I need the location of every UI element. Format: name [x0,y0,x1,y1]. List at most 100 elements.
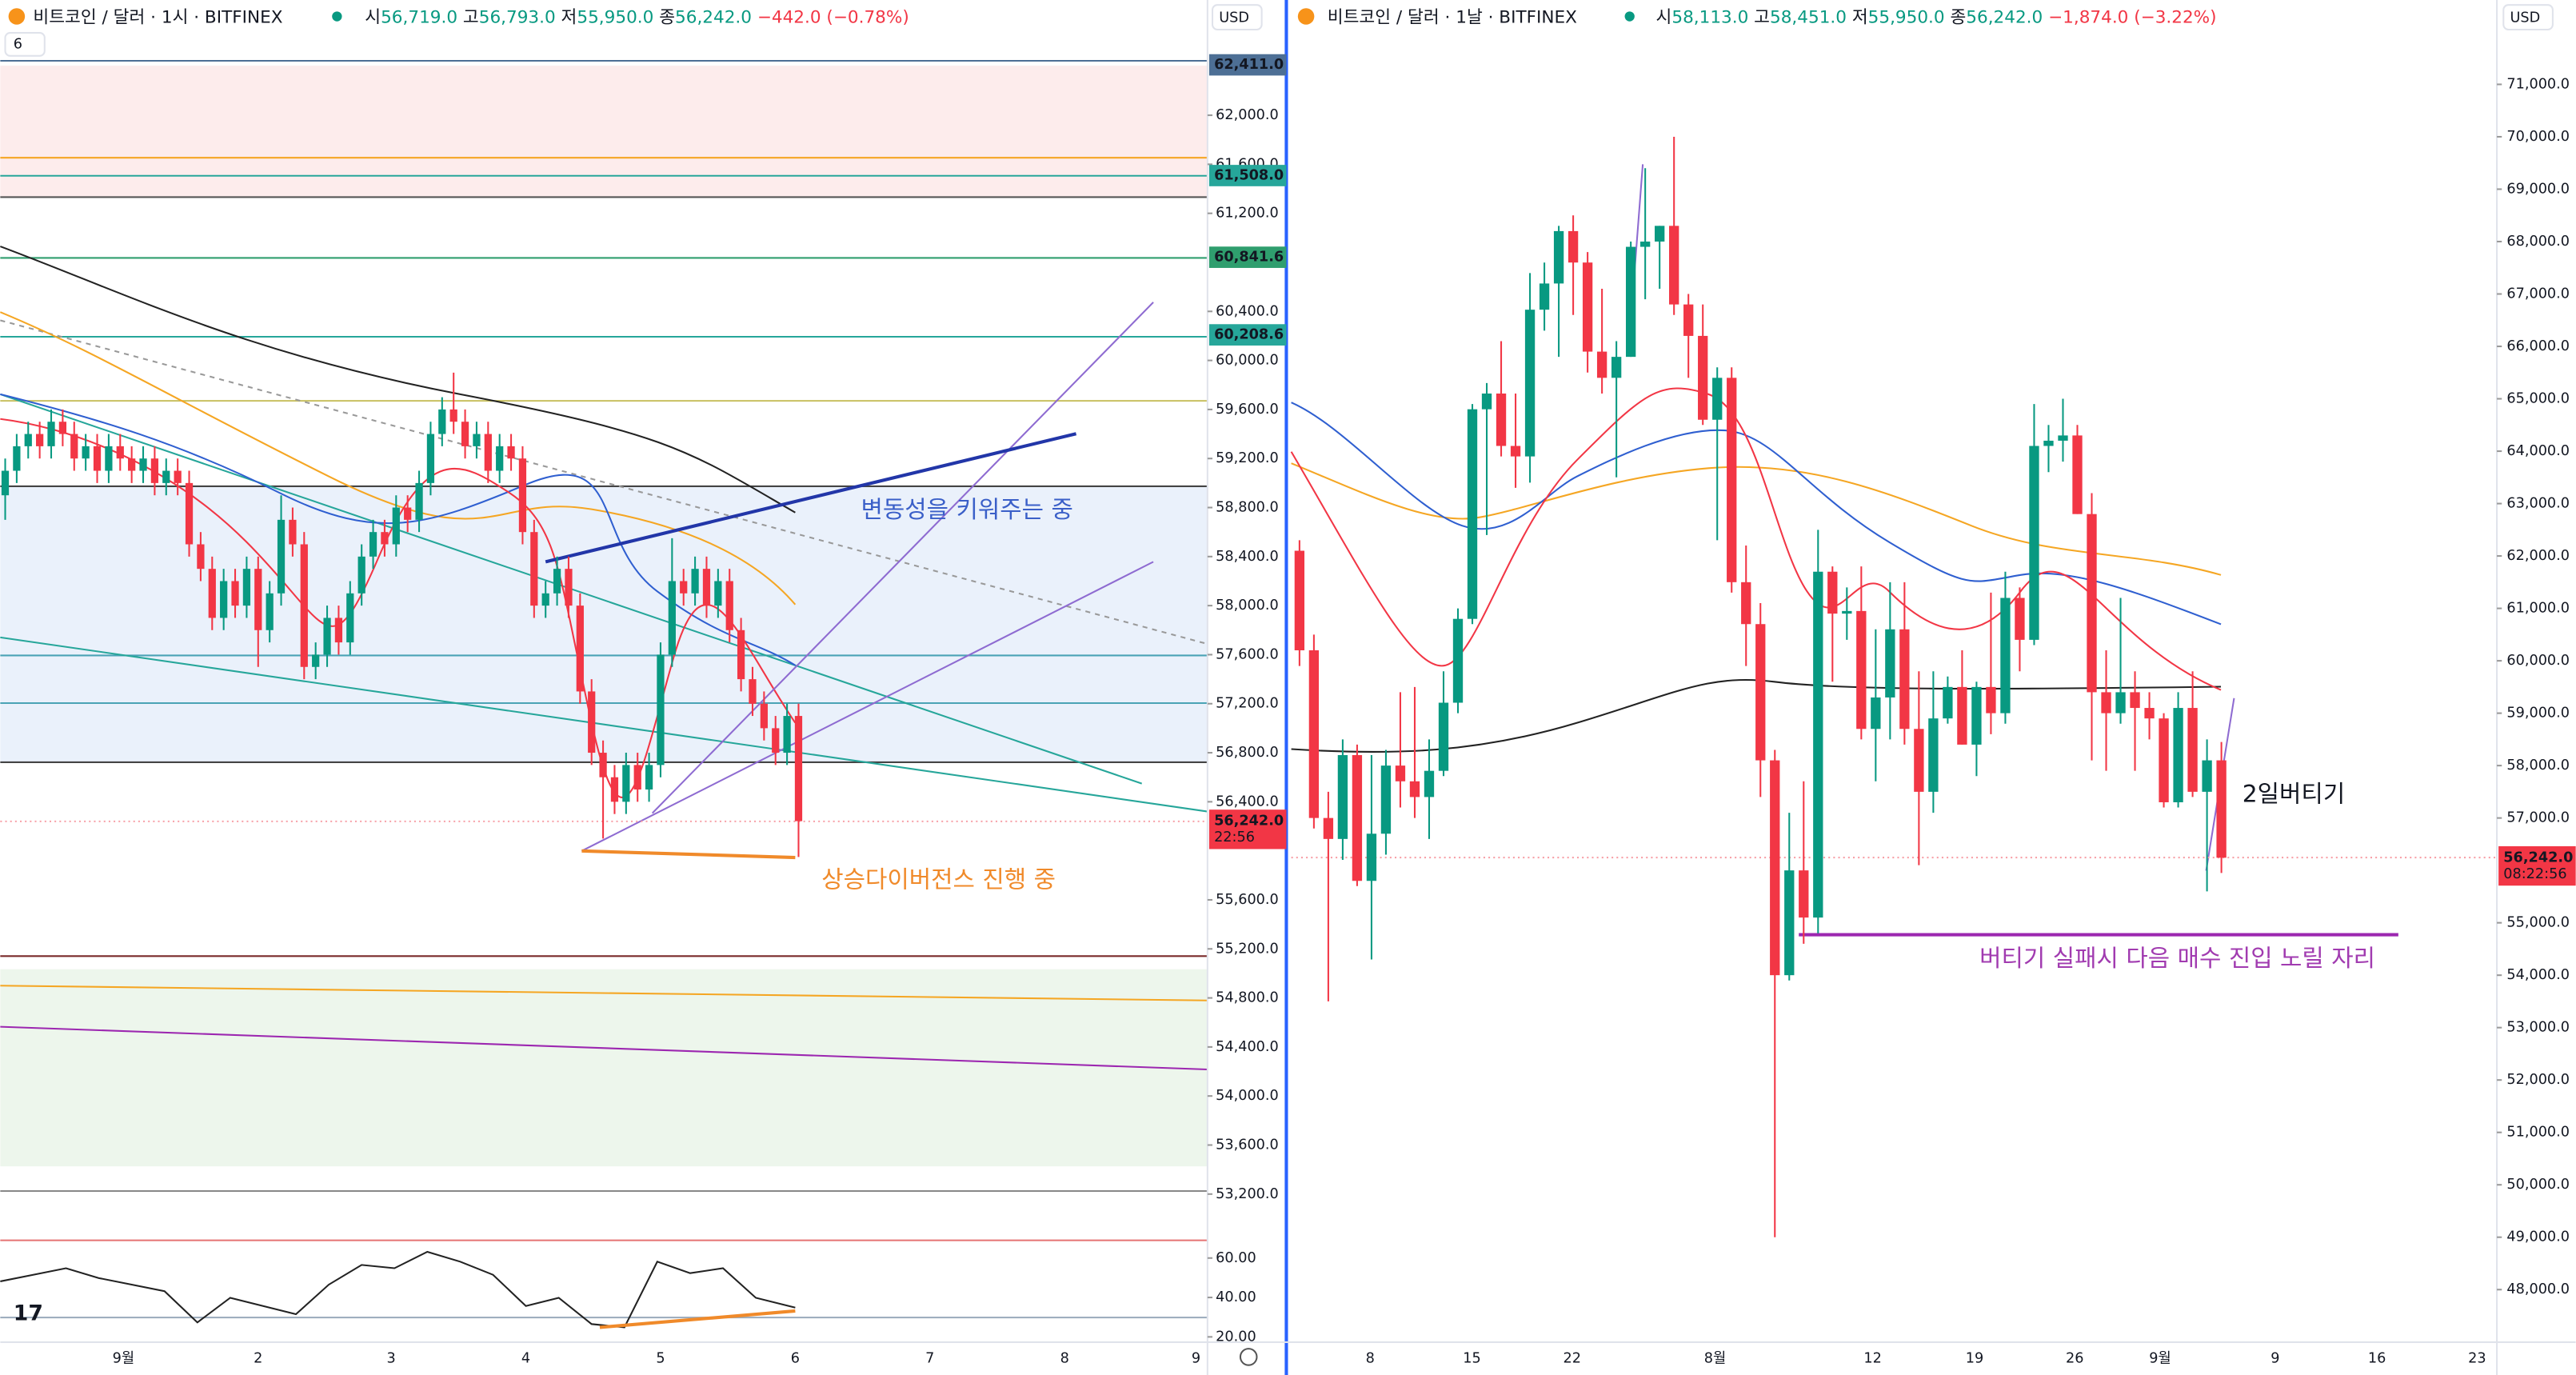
candle-body [2087,514,2097,693]
price-label: 61,508.0 [1214,167,1284,183]
candle-body [2015,598,2025,640]
resistance-zone [0,66,1208,198]
currency-button[interactable] [2502,4,2554,30]
candle-body [518,458,527,533]
candle-body [633,765,641,790]
ohlc-change: −1,874.0 (−3.22%) [2048,8,2216,28]
candle-body [1885,629,1895,697]
status-dot [1624,11,1635,22]
y-tick-label: 69,000.0 [2506,181,2570,197]
ohlc-value: 56,242.0 [675,8,752,28]
y-tick-label: 55,200.0 [1216,941,1279,957]
candle-body [426,434,435,483]
candle-body [438,409,446,434]
candle-body [1899,629,1910,729]
currency[interactable]: USD [2510,10,2541,26]
y-tick-label: 54,400.0 [1216,1039,1279,1055]
candle-body [70,434,78,459]
y-tick-label: 59,000.0 [2506,705,2570,721]
candle-body [208,569,216,618]
x-tick-label: 8월 [1704,1349,1726,1366]
candle-body [1553,230,1564,284]
x-tick-label: 8 [1060,1350,1069,1366]
spacer [457,8,463,28]
x-tick-label: 19 [1966,1350,1983,1366]
candle-body [1799,870,1809,918]
candle-body [473,434,481,446]
channel-line [581,561,1154,852]
y-tick-label: 60,000.0 [1216,353,1279,369]
price-label-box [1208,246,1287,268]
moving-average [1291,402,2222,626]
x-tick-label: 22 [1564,1350,1581,1366]
ohlc-label: 종 [1950,8,1966,28]
y-tick-label: 67,000.0 [2506,286,2570,302]
level [0,985,1208,1001]
candle-body [220,581,228,618]
ohlc: 시58,113.0 고58,451.0 저55,950.0 종56,242.0 … [1656,8,2217,28]
candle-body [541,593,549,606]
candle-body [507,446,515,459]
candle-body [2130,692,2140,709]
trend-line [545,432,1077,564]
candle-body [116,446,124,459]
candle-body [1366,833,1377,881]
candle-body [622,765,630,802]
candle-body [1655,226,1665,242]
candle-body [1323,817,1334,839]
annotation: 2일버티기 [2243,781,2345,809]
y-tick-label: 60,400.0 [1216,303,1279,319]
candle-body [277,519,286,594]
candle-body [2101,692,2111,713]
candle-body [128,458,136,471]
y-tick-label: 70,000.0 [2506,129,2570,145]
settings-icon[interactable] [1239,1348,1258,1366]
y-tick-label: 61,000.0 [2506,601,2570,617]
candle-body [1770,760,1780,976]
symbol[interactable]: 비트코인 / 달러 · 1시 · BITFINEX [33,8,282,28]
candle-body [1510,446,1521,457]
candle-body [2029,446,2039,640]
currency-button[interactable] [1212,4,1263,30]
symbol[interactable]: 비트코인 / 달러 · 1날 · BITFINEX [1328,8,1577,28]
candle-body [702,569,711,606]
ohlc-label: 시 [1656,8,1672,28]
rsi-tick-label: 60.00 [1216,1250,1256,1266]
annotation: 상승다이버전스 진행 중 [821,865,1056,893]
candle-body [1438,702,1449,771]
y-tick-label: 56,400.0 [1216,793,1279,809]
price-label: 62,411.0 [1214,57,1284,73]
candle-body [1957,686,1967,745]
x-tick-label: 9월 [113,1349,134,1366]
currency[interactable]: USD [1219,10,1249,26]
candle-body [1971,686,1982,745]
candle-body [2144,708,2155,719]
candle-body [2216,760,2227,858]
indicators-toggle[interactable] [4,32,46,57]
x-tick-label: 6 [791,1350,800,1366]
x-tick-label: 8 [1366,1350,1375,1366]
x-tick-label: 16 [2368,1350,2386,1366]
candle-body [484,434,492,471]
candle-body [2159,718,2169,802]
countdown: 22:56 [1214,829,1255,845]
ohlc: 시56,719.0 고56,793.0 저55,950.0 종56,242.0 … [365,8,909,28]
y-tick-label: 65,000.0 [2506,391,2570,407]
candle-body [1683,304,1694,336]
trend-line [0,319,1208,646]
candle-body [496,446,504,471]
candle-body [1669,226,1679,305]
candle-body [1596,351,1608,378]
candle-body [691,569,699,594]
candle-body [1,470,10,496]
divergence-line [599,1309,796,1329]
indicator-count[interactable]: 6 [14,36,22,52]
candle-body [553,569,561,594]
y-tick-label: 62,000.0 [1216,107,1279,123]
candle-body [1943,686,1953,719]
candle-body [58,422,67,434]
logo: 17 [14,1301,43,1326]
price-label-box [1208,54,1287,76]
candle-body [150,458,159,483]
candle-body [197,544,205,570]
